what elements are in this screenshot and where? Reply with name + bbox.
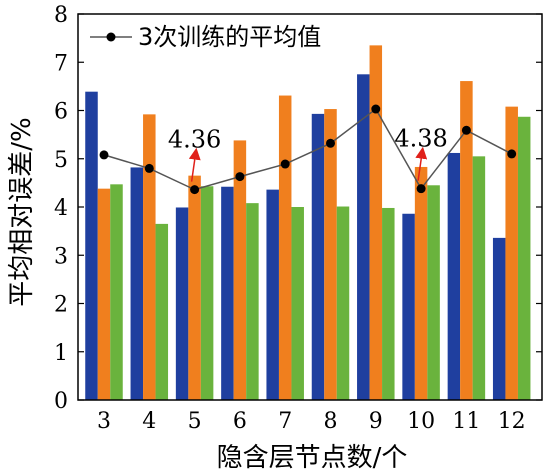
average-point-10 <box>416 184 426 194</box>
bar-series2-9 <box>369 45 383 401</box>
bar-series3-7 <box>291 207 304 400</box>
bar-series3-10 <box>427 185 440 400</box>
average-point-11 <box>461 125 471 135</box>
bar-series3-5 <box>200 186 214 400</box>
y-tick-label-3: 3 <box>54 244 68 269</box>
bar-series2-4 <box>143 114 156 401</box>
bar-series3-12 <box>517 116 531 401</box>
bar-series3-4 <box>155 223 169 400</box>
x-tick-label-9: 9 <box>369 409 383 434</box>
bar-series2-3 <box>97 188 111 400</box>
bar-series1-9 <box>357 74 370 400</box>
bar-series2-7 <box>278 95 292 400</box>
bar-series1-12 <box>492 237 506 400</box>
bar-series3-11 <box>472 156 486 400</box>
bar-series1-6 <box>221 186 234 400</box>
bar-series1-7 <box>266 189 279 400</box>
x-tick-label-12: 12 <box>498 409 526 434</box>
average-point-8 <box>326 138 335 148</box>
bar-series1-8 <box>311 113 325 400</box>
legend: 3次训练的平均值 <box>90 23 321 51</box>
bar-series3-9 <box>382 207 395 400</box>
average-line <box>103 107 513 191</box>
x-tick-label-8: 8 <box>324 409 338 434</box>
bar-series2-6 <box>233 140 247 401</box>
y-tick-label-2: 2 <box>54 293 68 318</box>
bar-series2-8 <box>324 109 337 401</box>
average-point-9 <box>371 104 381 114</box>
average-point-4 <box>144 163 154 173</box>
bar-series3-8 <box>336 206 350 400</box>
x-tick-label-11: 11 <box>452 409 480 434</box>
bar-series2-11 <box>460 81 473 400</box>
annotation-label-1: 4.36 <box>168 126 221 154</box>
bar-series3-3 <box>110 184 123 400</box>
annotation-arrow-2 <box>415 146 428 181</box>
y-tick-label-8: 8 <box>54 3 68 28</box>
y-tick-label-5: 5 <box>54 148 68 173</box>
x-tick-label-5: 5 <box>188 409 202 434</box>
bar-series1-4 <box>130 167 144 400</box>
bar-group <box>85 45 531 401</box>
legend-marker <box>106 32 116 42</box>
average-point-7 <box>280 159 290 169</box>
y-tick-label-6: 6 <box>54 100 68 125</box>
x-tick-label-10: 10 <box>407 409 435 434</box>
x-tick-label-3: 3 <box>97 409 111 434</box>
average-point-6 <box>235 172 245 182</box>
x-tick-label-6: 6 <box>233 409 247 434</box>
bar-series1-11 <box>447 152 461 400</box>
bar-series2-10 <box>414 166 428 400</box>
annotation-label-2: 4.38 <box>394 125 447 153</box>
y-tick-label-4: 4 <box>54 196 68 221</box>
average-point-5 <box>190 185 200 195</box>
bar-series1-5 <box>175 207 189 400</box>
y-tick-label-1: 1 <box>54 341 68 366</box>
y-tick-label-7: 7 <box>54 51 68 76</box>
x-tick-label-4: 4 <box>142 409 156 434</box>
x-tick-label-7: 7 <box>278 409 292 434</box>
annotation-arrow-1 <box>188 147 201 182</box>
bar-series3-6 <box>246 203 259 400</box>
y-tick-label-0: 0 <box>54 389 68 414</box>
legend-label: 3次训练的平均值 <box>138 23 321 51</box>
average-point-12 <box>507 149 517 159</box>
annotation-layer: 4.36 4.38 <box>168 125 448 182</box>
bar-series2-5 <box>188 175 201 400</box>
bar-series1-3 <box>85 91 98 401</box>
average-line-layer <box>99 104 517 195</box>
average-point-3 <box>99 150 109 160</box>
bar-series1-10 <box>402 213 415 400</box>
x-axis-title: 隐含层节点数/个 <box>217 443 408 473</box>
y-axis-title: 平均相对误差/% <box>7 117 37 306</box>
bar-series2-12 <box>505 106 518 400</box>
